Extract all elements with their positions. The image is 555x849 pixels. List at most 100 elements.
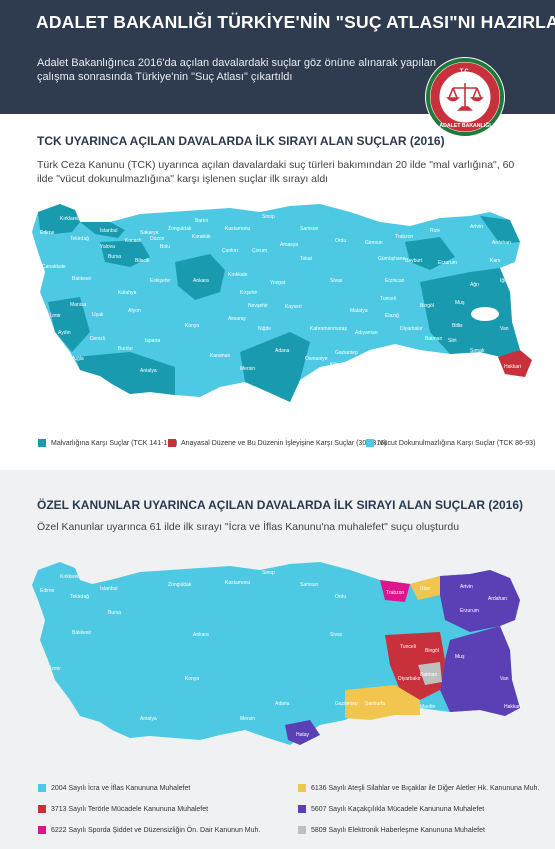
- label-erzurum-2: Erzurum: [460, 608, 479, 614]
- label-samsun: Samsun: [300, 226, 319, 232]
- label-kayseri: Kayseri: [285, 304, 302, 310]
- label-aydin: Aydın: [58, 330, 71, 336]
- label-bartin: Bartın: [195, 218, 209, 224]
- region-trabzon: [380, 580, 410, 602]
- label-zonguldak-2: Zonguldak: [168, 582, 192, 588]
- region-purple-southeast: [440, 626, 520, 716]
- label-mus: Muş: [455, 300, 465, 306]
- label-ardahan-2: Ardahan: [488, 596, 507, 602]
- label-sirnak: Şırnak: [470, 348, 485, 354]
- legend-swatch: [366, 439, 374, 447]
- label-siirt: Siirt: [448, 338, 457, 344]
- legend-swatch: [38, 784, 46, 792]
- legend-swatch: [38, 826, 46, 834]
- label-kirklareli: Kırklareli: [60, 216, 79, 222]
- label-burdur: Burdur: [118, 346, 133, 352]
- legend-elektronik: 5809 Sayılı Elektronik Haberleşme Kanunu…: [298, 826, 485, 834]
- label-zonguldak: Zonguldak: [168, 226, 192, 232]
- label-duzce: Düzce: [150, 236, 164, 242]
- label-isparta: Isparta: [145, 338, 161, 344]
- legend-swatch: [168, 439, 176, 447]
- legend-swatch: [298, 784, 306, 792]
- legend-label: 2004 Sayılı İcra ve İflas Kanununa Muhal…: [51, 784, 191, 792]
- region-thrace: [38, 204, 80, 234]
- label-bingol-2: Bingöl: [425, 648, 439, 654]
- region-antalya-mugla: [75, 352, 175, 395]
- label-konya: Konya: [185, 323, 199, 329]
- label-manisa: Manisa: [70, 302, 86, 308]
- label-afyon: Afyon: [128, 308, 141, 314]
- legend-label: Anayasal Düzene ve Bu Düzenin İşleyişine…: [181, 439, 387, 447]
- label-hakkari-2: Hakkari: [504, 704, 521, 710]
- legend-swatch: [38, 805, 46, 813]
- label-corum: Çorum: [252, 248, 267, 254]
- label-erzurum: Erzurum: [438, 260, 457, 266]
- label-ordu: Ordu: [335, 238, 346, 244]
- label-malatya: Malatya: [350, 308, 368, 314]
- label-izmir-2: İzmir: [50, 665, 61, 672]
- label-batman-2: Batman: [420, 672, 437, 678]
- legend-label: 5607 Sayılı Kaçakçılıkla Mücadele Kanunu…: [311, 805, 485, 813]
- section2-title: ÖZEL KANUNLAR UYARINCA AÇILAN DAVALARDA …: [37, 498, 524, 512]
- label-kastamonu: Kastamonu: [225, 226, 251, 232]
- label-agri: Ağrı: [470, 282, 479, 288]
- label-sinop-2: Sinop: [262, 570, 275, 576]
- logo-top-text: T.C.: [460, 69, 471, 75]
- label-karaman: Karaman: [210, 353, 231, 359]
- label-kocaeli: Kocaeli: [125, 238, 141, 244]
- label-istanbul-2: İstanbul: [100, 585, 118, 592]
- label-adana-2: Adana: [275, 701, 290, 707]
- legend-anayasal: Anayasal Düzene ve Bu Düzenin İşleyişine…: [168, 439, 386, 447]
- label-kars: Kars: [490, 258, 501, 264]
- turkey-outline: [32, 204, 520, 402]
- label-kirsehir: Kırşehir: [240, 290, 258, 296]
- label-kirikkale: Kırıkkale: [228, 272, 248, 278]
- region-purple-northeast: [440, 570, 520, 632]
- label-sivas-2: Sivas: [330, 632, 343, 638]
- label-edirne: Edirne: [40, 230, 55, 236]
- page-title: ADALET BAKANLIĞI TÜRKİYE'NİN "SUÇ ATLASI…: [36, 12, 555, 32]
- label-balikesir-2: Balıkesir: [72, 630, 92, 636]
- label-sinop: Sinop: [262, 214, 275, 220]
- scales-icon: [446, 83, 484, 111]
- label-canakkale: Çanakkale: [42, 264, 66, 270]
- label-gaziantep: Gaziantep: [335, 350, 358, 356]
- label-balikesir: Balıkesir: [72, 276, 92, 282]
- label-yozgat: Yozgat: [270, 280, 286, 286]
- label-sanliurfa-2: Şanlıurfa: [365, 701, 385, 707]
- label-yalova: Yalova: [100, 244, 115, 250]
- ministry-logo: T.C. ADALET BAKANLIĞI: [425, 57, 505, 137]
- label-antalya-2: Antalya: [140, 716, 157, 722]
- label-rize: Rize: [430, 228, 440, 234]
- region-hakkari: [498, 350, 532, 377]
- label-gaziantep-2: Gaziantep: [335, 701, 358, 707]
- label-istanbul: İstanbul: [100, 227, 118, 234]
- legend-vucut: Vücut Dokunulmazlığına Karşı Suçlar (TCK…: [366, 439, 535, 447]
- legend-icra: 2004 Sayılı İcra ve İflas Kanununa Muhal…: [38, 784, 190, 792]
- label-tunceli: Tunceli: [380, 296, 396, 302]
- legend-label: 6222 Sayılı Sporda Şiddet ve Düzensizliğ…: [51, 826, 261, 834]
- label-nevsehir: Nevşehir: [248, 303, 268, 309]
- intro-text: Adalet Bakanlığınca 2016'da açılan daval…: [37, 57, 436, 83]
- label-adiyaman: Adıyaman: [355, 330, 378, 336]
- label-kastamonu-2: Kastamonu: [225, 580, 251, 586]
- label-giresun: Giresun: [365, 240, 383, 246]
- label-erzincan: Erzincan: [385, 278, 405, 284]
- legend-kacakcilik: 5607 Sayılı Kaçakçılıkla Mücadele Kanunu…: [298, 805, 484, 813]
- label-mersin: Mersin: [240, 366, 255, 372]
- tck-crime-map: Kırklareli Edirne Tekirdağ İstanbul Koca…: [32, 204, 532, 402]
- region-rize: [410, 576, 440, 600]
- label-artvin: Artvin: [470, 224, 483, 230]
- label-mersin-2: Mersin: [240, 716, 255, 722]
- legend-mal-varligi: Malvarlığına Karşı Suçlar (TCK 141-169): [38, 439, 177, 447]
- label-tekirdag-2: Tekirdağ: [70, 594, 89, 600]
- region-sanliurfa: [345, 685, 420, 720]
- label-batman: Batman: [425, 336, 442, 342]
- legend-label: 6136 Sayılı Ateşli Silahlar ve Bıçaklar …: [311, 784, 540, 792]
- legend-atesli-silahlar: 6136 Sayılı Ateşli Silahlar ve Bıçaklar …: [298, 784, 539, 792]
- section2-description: Özel Kanunlar uyarınca 61 ilde ilk sıray…: [37, 521, 460, 533]
- label-artvin-2: Artvin: [460, 584, 473, 590]
- label-elazig: Elazığ: [385, 313, 399, 319]
- label-sanliurfa: Şanlıurfa: [380, 350, 400, 356]
- label-eskisehir: Eskişehir: [150, 278, 171, 284]
